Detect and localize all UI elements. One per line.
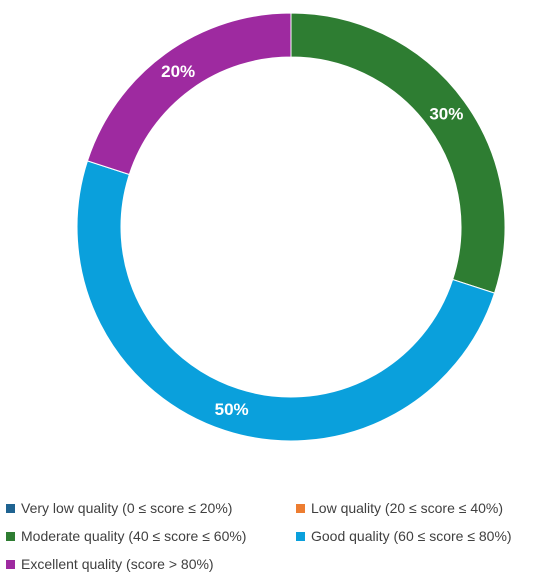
legend-item-good: Good quality (60 ≤ score ≤ 80%) [296, 528, 512, 544]
legend-item-low: Low quality (20 ≤ score ≤ 40%) [296, 500, 503, 516]
legend-item-excellent: Excellent quality (score > 80%) [6, 556, 296, 572]
slice-label-good: 50% [215, 400, 249, 419]
legend-row-3: Excellent quality (score > 80%) [6, 550, 550, 578]
legend-swatch-excellent [6, 559, 15, 569]
donut-slice-moderate [290, 12, 506, 294]
donut-slice-good [76, 160, 496, 442]
donut-slice-excellent [86, 12, 292, 176]
chart-legend: Very low quality (0 ≤ score ≤ 20%) Low q… [6, 494, 550, 578]
slice-label-moderate: 30% [429, 105, 463, 124]
legend-swatch-low [296, 503, 305, 513]
donut-chart: 30% 50% 20% [76, 12, 506, 442]
slice-label-excellent: 20% [161, 62, 195, 81]
legend-item-very-low: Very low quality (0 ≤ score ≤ 20%) [6, 500, 296, 516]
legend-label-excellent: Excellent quality (score > 80%) [21, 556, 214, 572]
legend-row-1: Very low quality (0 ≤ score ≤ 20%) Low q… [6, 494, 550, 522]
legend-label-low: Low quality (20 ≤ score ≤ 40%) [311, 500, 504, 516]
legend-swatch-very-low [6, 503, 15, 513]
legend-item-moderate: Moderate quality (40 ≤ score ≤ 60%) [6, 528, 296, 544]
slice-labels: 30% 50% 20% [161, 62, 463, 419]
legend-label-good: Good quality (60 ≤ score ≤ 80%) [311, 528, 512, 544]
legend-swatch-moderate [6, 531, 15, 541]
donut-slices [76, 12, 506, 442]
legend-label-very-low: Very low quality (0 ≤ score ≤ 20%) [21, 500, 233, 516]
legend-label-moderate: Moderate quality (40 ≤ score ≤ 60%) [21, 528, 247, 544]
legend-swatch-good [296, 531, 305, 541]
legend-row-2: Moderate quality (40 ≤ score ≤ 60%) Good… [6, 522, 550, 550]
